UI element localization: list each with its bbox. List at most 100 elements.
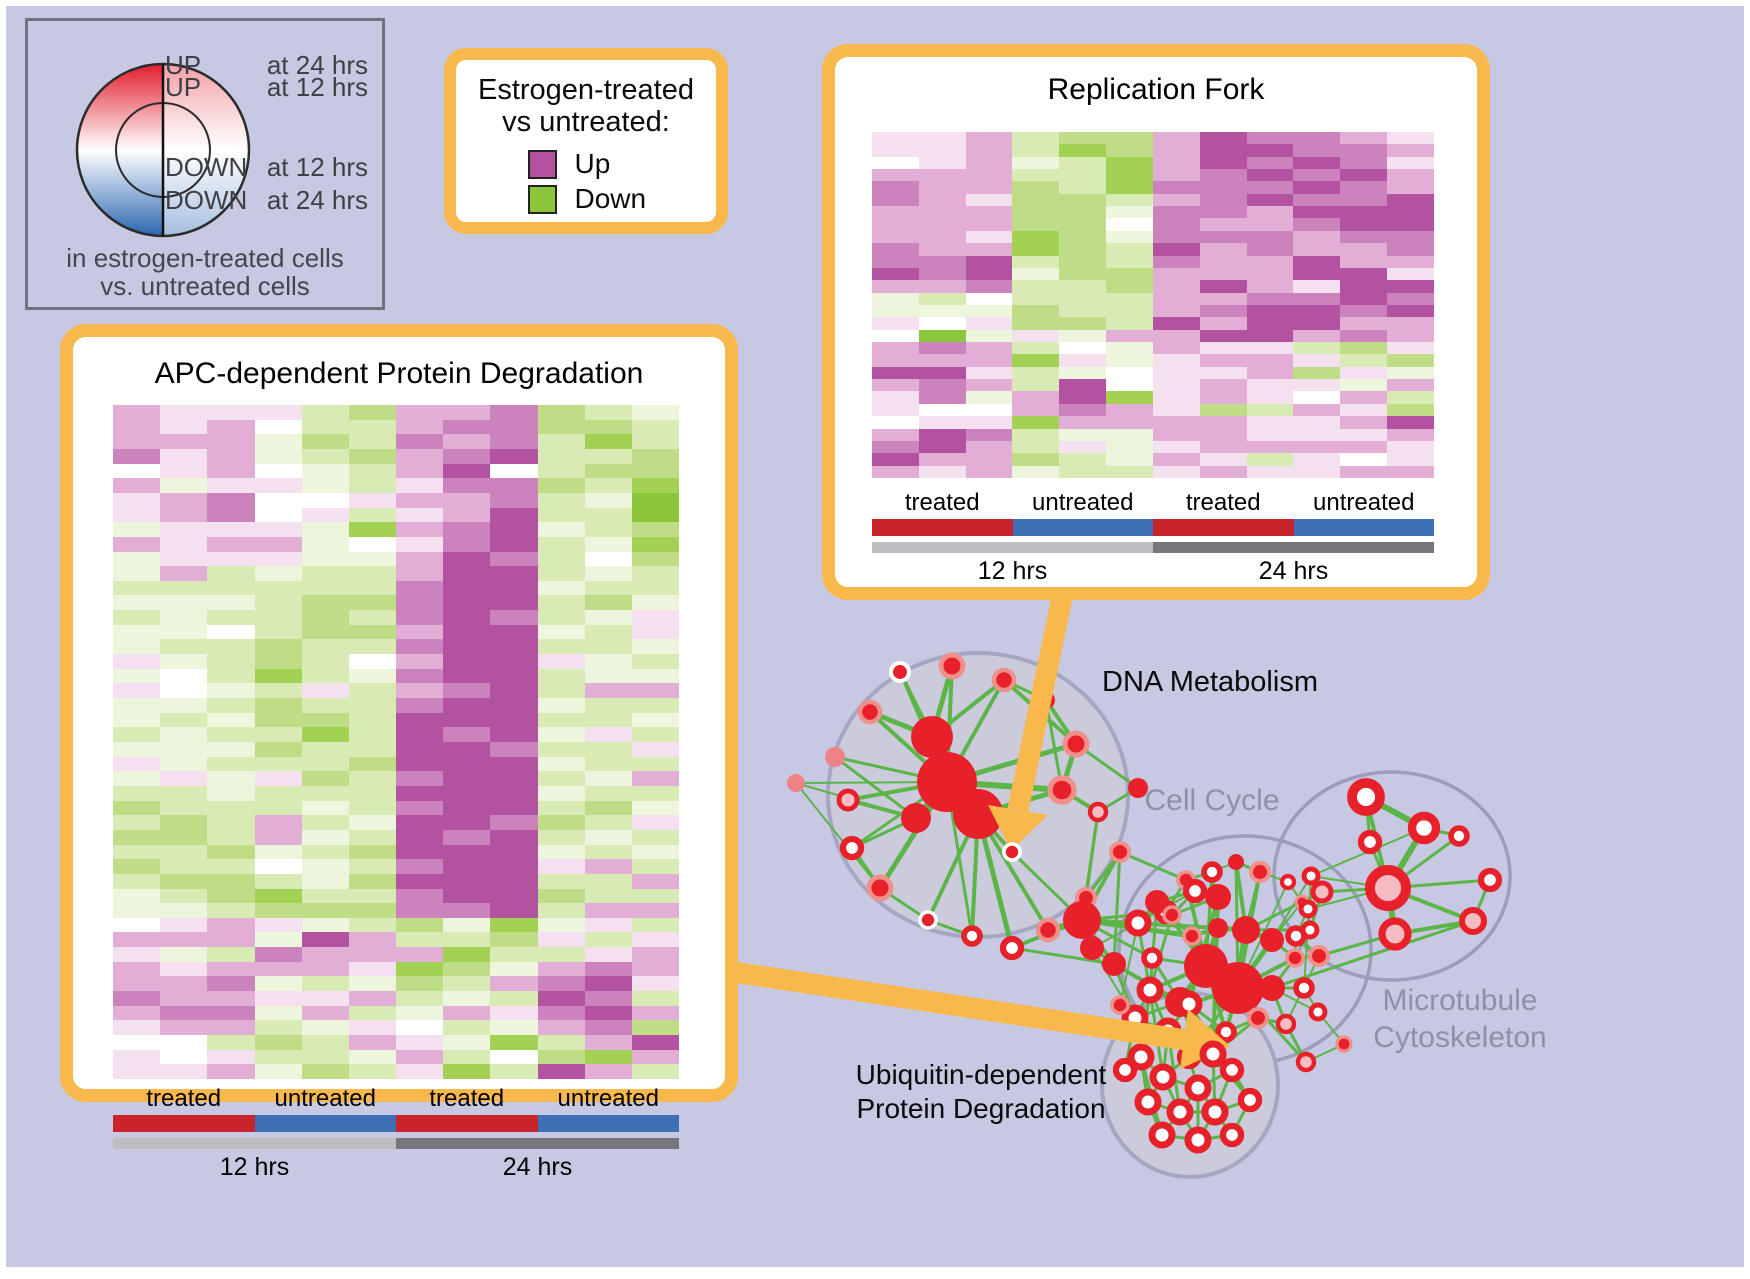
- heatmap-cell: [254, 785, 302, 801]
- heatmap-cell: [301, 917, 349, 933]
- heatmap-cell: [443, 742, 491, 757]
- heatmap-cell: [254, 1035, 302, 1050]
- heatmap-cell: [490, 903, 538, 918]
- heatmap-cell: [301, 419, 349, 435]
- heatmap-cell: [1387, 391, 1434, 404]
- heatmap-cell: [396, 903, 444, 918]
- heatmap-cell: [207, 551, 255, 567]
- replication-fork-panel: Replication Fork treated untreated treated…: [822, 44, 1490, 600]
- heatmap-cell: [1059, 379, 1107, 392]
- cluster-label-ubiquitin-degradation: Ubiquitin-dependent Protein Degradation: [826, 1058, 1136, 1126]
- heatmap-cell: [1387, 230, 1434, 244]
- heatmap-cell: [207, 917, 255, 933]
- heatmap-cell: [348, 815, 396, 830]
- heatmap-cell: [207, 1005, 255, 1021]
- heatmap-cell: [584, 419, 632, 435]
- heatmap-cell: [631, 1005, 679, 1021]
- heatmap-cell: [918, 317, 966, 330]
- heatmap-cell: [872, 304, 919, 318]
- heatmap-cell: [1199, 280, 1247, 293]
- heatmap-cell: [301, 698, 349, 713]
- heatmap-cell: [207, 448, 255, 464]
- heatmap-cell: [254, 991, 302, 1006]
- heatmap-cell: [443, 507, 491, 523]
- heatmap-cell: [918, 416, 966, 429]
- heatmap-cell: [348, 917, 396, 933]
- heatmap-cell: [631, 1020, 679, 1036]
- heatmap-cell: [113, 727, 161, 742]
- heatmap-cell: [1246, 292, 1294, 305]
- heatmap-cell: [1152, 366, 1200, 380]
- heatmap-cell: [254, 800, 302, 816]
- heatmap-cell: [490, 566, 538, 581]
- heatmap-cell: [301, 961, 349, 977]
- heatmap-cell: [1246, 267, 1294, 281]
- heatmap-cell: [1152, 416, 1200, 429]
- heatmap-cell: [443, 829, 491, 845]
- heatmap-cell: [1246, 465, 1294, 478]
- heatmap-cell: [1152, 156, 1200, 170]
- heatmap-cell: [348, 947, 396, 962]
- heatmap-cell: [965, 267, 1013, 281]
- heatmap-cell: [254, 448, 302, 464]
- heatmap-cell: [631, 859, 679, 874]
- heatmap-cell: [207, 727, 255, 742]
- heatmap-cell: [1387, 366, 1434, 380]
- group-label: untreated: [1032, 489, 1134, 516]
- heatmap-cell: [631, 756, 679, 772]
- heatmap-cell: [160, 654, 208, 669]
- heatmap-cell: [207, 566, 255, 581]
- heatmap-cell: [872, 218, 919, 231]
- heatmap-cell: [348, 1035, 396, 1050]
- heatmap-cell: [490, 536, 538, 552]
- heatmap-cell: [1199, 144, 1247, 157]
- heatmap-cell: [254, 903, 302, 918]
- heatmap-cell: [396, 566, 444, 581]
- heatmap-cell: [872, 292, 919, 305]
- heatmap-cell: [396, 917, 444, 933]
- heatmap-cell: [1106, 292, 1153, 305]
- heatmap-cell: [348, 624, 396, 640]
- heatmap-cell: [490, 1020, 538, 1036]
- heatmap-cell: [443, 859, 491, 874]
- heatmap-cell: [1387, 156, 1434, 170]
- heatmap-cell: [443, 448, 491, 464]
- heatmap-cell: [301, 566, 349, 581]
- heatmap-cell: [396, 405, 444, 420]
- heatmap-cell: [443, 932, 491, 948]
- heatmap-cell: [537, 859, 585, 874]
- heatmap-cell: [872, 230, 919, 244]
- heatmap-cell: [631, 712, 679, 728]
- sample-group-labels: treated untreated treated untreated: [872, 489, 1434, 517]
- heatmap-cell: [254, 434, 302, 449]
- heatmap-cell: [207, 698, 255, 713]
- heatmap-cell: [443, 595, 491, 611]
- heatmap-cell: [537, 712, 585, 728]
- heatmap-cell: [1246, 379, 1294, 392]
- ring-direction: UP: [165, 72, 202, 102]
- heatmap-cell: [490, 478, 538, 493]
- heatmap-cell: [537, 522, 585, 537]
- heatmap-cell: [301, 800, 349, 816]
- heatmap-cell: [301, 639, 349, 655]
- heatmap-cell: [1293, 193, 1341, 207]
- heatmap-cell: [301, 624, 349, 640]
- heatmap-cell: [1059, 317, 1107, 330]
- heatmap-cell: [1152, 317, 1200, 330]
- ring-row-up-24: UP at 24 hrs: [165, 50, 368, 81]
- heatmap-cell: [113, 654, 161, 669]
- heatmap-cell: [301, 815, 349, 830]
- heatmap-cell: [584, 492, 632, 508]
- heatmap-cell: [872, 366, 919, 380]
- heatmap-cell: [396, 873, 444, 889]
- heatmap-cell: [631, 551, 679, 567]
- heatmap-cell: [965, 403, 1013, 417]
- heatmap-cell: [1106, 391, 1153, 404]
- heatmap-cell: [1152, 243, 1200, 256]
- heatmap-cell: [490, 463, 538, 479]
- apc-degradation-panel: APC-dependent Protein Degradation treate…: [60, 324, 738, 1181]
- heatmap-cell: [443, 551, 491, 567]
- updown-legend-title-line2: vs untreated:: [502, 106, 670, 138]
- heatmap-cell: [537, 1064, 585, 1079]
- heatmap-cell: [1387, 354, 1434, 367]
